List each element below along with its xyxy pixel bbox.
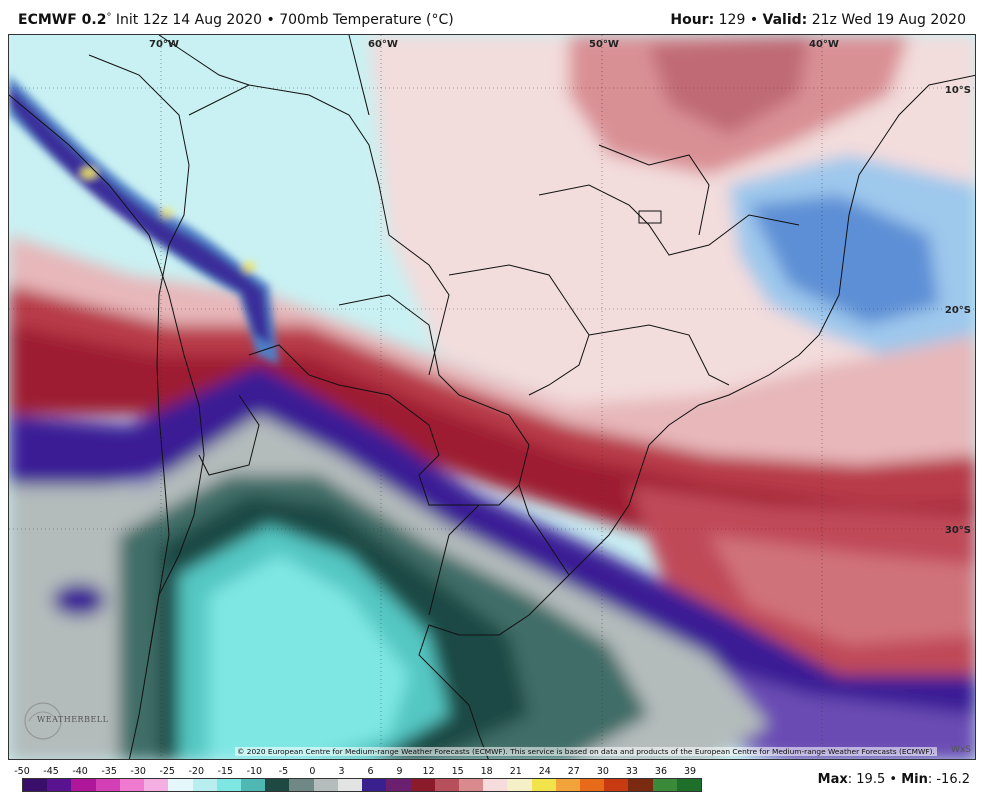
map-header: ECMWF 0.2° Init 12z 14 Aug 2020 • 700mb … bbox=[0, 0, 984, 34]
longitude-label-40w: 40°W bbox=[809, 39, 839, 50]
legend-swatch bbox=[144, 779, 169, 791]
legend-tick: -30 bbox=[130, 766, 146, 777]
max-value: 19.5 bbox=[856, 772, 886, 787]
logo-swirl-icon bbox=[24, 702, 62, 740]
legend-tick: 0 bbox=[309, 766, 316, 777]
legend-tick: -45 bbox=[43, 766, 59, 777]
legend-tick: 33 bbox=[625, 766, 638, 777]
legend-swatch bbox=[216, 779, 241, 791]
valid-value: 21z Wed 19 Aug 2020 bbox=[811, 12, 966, 28]
legend-tick: 27 bbox=[567, 766, 580, 777]
legend-swatch bbox=[531, 779, 556, 791]
legend-swatch bbox=[386, 779, 411, 791]
hour-label: Hour: bbox=[670, 12, 715, 28]
corner-tag: WxS bbox=[951, 745, 971, 755]
product-name: 700mb Temperature (°C) bbox=[279, 12, 454, 28]
latitude-label-10s: 10°S bbox=[944, 85, 971, 96]
max-label: Max bbox=[817, 772, 848, 787]
legend-tick: 9 bbox=[396, 766, 403, 777]
legend-swatch bbox=[362, 779, 387, 791]
legend-tick: 39 bbox=[683, 766, 697, 777]
header-title: ECMWF 0.2° Init 12z 14 Aug 2020 • 700mb … bbox=[18, 12, 454, 28]
bullet: • bbox=[749, 12, 759, 28]
legend-swatch bbox=[652, 779, 677, 791]
header-time: Hour: 129 • Valid: 21z Wed 19 Aug 2020 bbox=[670, 12, 966, 28]
legend-swatch bbox=[71, 779, 96, 791]
legend-tick: 12 bbox=[422, 766, 435, 777]
logo-text: WEATHERBELL bbox=[37, 715, 109, 724]
legend-tick: -15 bbox=[217, 766, 234, 777]
country-borders bbox=[9, 35, 975, 759]
hour-value: 129 bbox=[718, 12, 746, 28]
legend-tick: -35 bbox=[101, 766, 117, 777]
legend-swatch bbox=[265, 779, 290, 791]
weatherbell-logo: WEATHERBELL bbox=[21, 699, 108, 743]
legend-tick: 6 bbox=[367, 766, 374, 777]
legend-tick: -40 bbox=[72, 766, 88, 777]
ecmwf-credit: © 2020 European Centre for Medium-range … bbox=[235, 747, 937, 756]
legend-swatch bbox=[580, 779, 605, 791]
legend-swatch bbox=[458, 779, 484, 791]
min-label: Min bbox=[901, 772, 928, 787]
legend-tick: -10 bbox=[246, 766, 263, 777]
model-name: ECMWF 0.2 bbox=[18, 12, 107, 28]
degree-sign: ° bbox=[106, 12, 112, 23]
latitude-label-20s: 20°S bbox=[944, 305, 971, 316]
legend-tick: 21 bbox=[509, 766, 522, 777]
graticule bbox=[9, 35, 975, 759]
legend-tick: -5 bbox=[278, 766, 289, 777]
max-min-stats: Max: 19.5 • Min: -16.2 bbox=[817, 772, 970, 787]
legend-tick: 24 bbox=[538, 766, 551, 777]
legend-tick: 18 bbox=[480, 766, 493, 777]
valid-label: Valid: bbox=[762, 12, 808, 28]
legend-swatch bbox=[676, 779, 702, 791]
legend-swatch bbox=[168, 779, 193, 791]
legend-swatch bbox=[119, 779, 145, 791]
legend-tick: 30 bbox=[596, 766, 609, 777]
legend-swatch bbox=[507, 779, 532, 791]
legend-swatch bbox=[410, 779, 435, 791]
legend-swatch bbox=[313, 779, 338, 791]
legend-swatch bbox=[483, 779, 508, 791]
longitude-label-70w: 70°W bbox=[149, 39, 179, 50]
init-time: Init 12z 14 Aug 2020 bbox=[115, 12, 263, 28]
min-value: -16.2 bbox=[936, 772, 970, 787]
bullet: • bbox=[266, 12, 275, 28]
legend-tick: -20 bbox=[188, 766, 205, 777]
map-canvas bbox=[9, 35, 975, 759]
color-legend: -50 -45 -40 -35 -30 -25 -20 -15 -10 -5 0 3 6 9 12 15 18 2… bbox=[0, 760, 984, 808]
legend-swatch bbox=[289, 779, 314, 791]
legend-tick: -25 bbox=[159, 766, 175, 777]
legend-tick: 36 bbox=[654, 766, 667, 777]
legend-tick: 15 bbox=[451, 766, 464, 777]
legend-swatch bbox=[628, 779, 653, 791]
temperature-map[interactable]: 70°W 60°W 50°W 40°W 10°S 20°S 30°S WEATH… bbox=[8, 34, 976, 760]
legend-tick: 3 bbox=[338, 766, 345, 777]
longitude-label-50w: 50°W bbox=[589, 39, 619, 50]
longitude-label-60w: 60°W bbox=[368, 39, 398, 50]
legend-swatch bbox=[23, 779, 48, 791]
legend-swatch bbox=[192, 779, 217, 791]
legend-swatch bbox=[240, 779, 266, 791]
latitude-label-30s: 30°S bbox=[944, 525, 971, 536]
legend-swatch bbox=[337, 779, 363, 791]
stats-separator: • bbox=[889, 772, 898, 787]
legend-swatch bbox=[604, 779, 629, 791]
legend-tick: -50 bbox=[14, 766, 30, 777]
legend-swatch bbox=[47, 779, 72, 791]
legend-swatch bbox=[555, 779, 581, 791]
legend-colorbar bbox=[22, 778, 702, 792]
legend-swatch bbox=[434, 779, 459, 791]
legend-swatch bbox=[95, 779, 120, 791]
